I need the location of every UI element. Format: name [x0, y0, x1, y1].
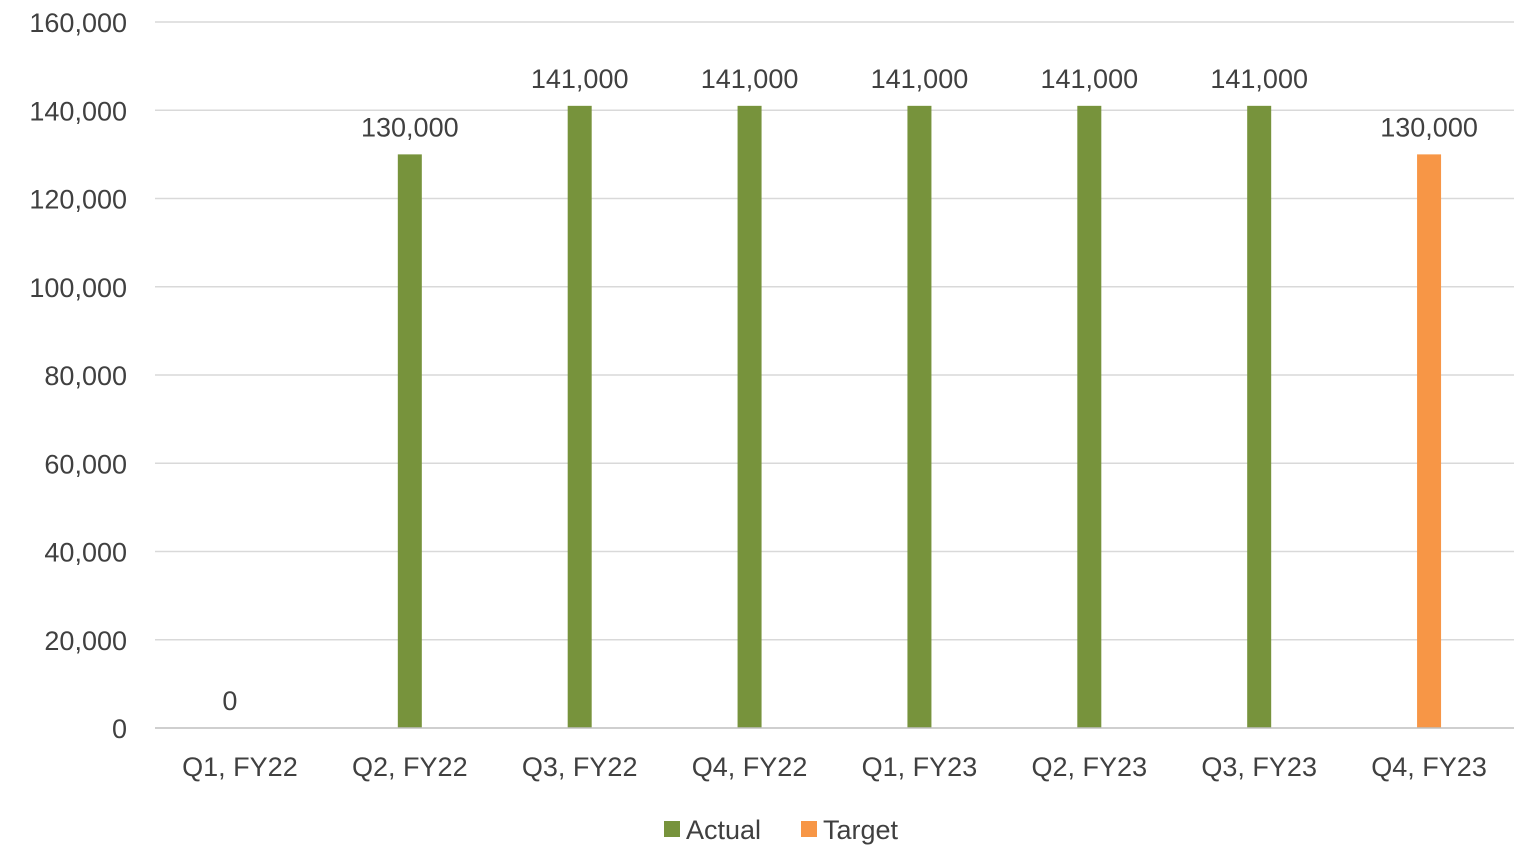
legend[interactable]: Actual Target [664, 815, 899, 845]
bar-actual[interactable] [738, 106, 762, 728]
y-tick-label: 100,000 [29, 273, 127, 303]
x-tick-label: Q1, FY22 [182, 752, 298, 782]
y-tick-label: 20,000 [44, 626, 127, 656]
bar-actual[interactable] [1247, 106, 1271, 728]
data-label: 141,000 [871, 64, 969, 94]
y-tick-label: 120,000 [29, 185, 127, 215]
data-label: 130,000 [1380, 112, 1478, 142]
y-tick-label: 140,000 [29, 96, 127, 126]
x-tick-label: Q3, FY23 [1201, 752, 1317, 782]
data-label: 130,000 [361, 112, 459, 142]
data-label: 141,000 [701, 64, 799, 94]
bar-actual[interactable] [398, 154, 422, 728]
x-tick-label: Q1, FY23 [862, 752, 978, 782]
legend-swatch [801, 821, 817, 837]
x-tick-label: Q4, FY22 [692, 752, 808, 782]
data-label: 141,000 [531, 64, 629, 94]
y-tick-label: 0 [112, 714, 127, 744]
y-tick-label: 40,000 [44, 538, 127, 568]
data-label: 141,000 [1041, 64, 1139, 94]
x-tick-label: Q4, FY23 [1371, 752, 1487, 782]
y-axis: 0 20,000 40,000 60,000 80,000 100,000 120,000 1… [29, 8, 127, 744]
bar-target[interactable] [1417, 154, 1441, 728]
bar-actual[interactable] [568, 106, 592, 728]
y-tick-label: 160,000 [29, 8, 127, 38]
bar-actual[interactable] [907, 106, 931, 728]
x-tick-label: Q2, FY22 [352, 752, 468, 782]
gridlines [155, 22, 1514, 640]
legend-item-target[interactable]: Target [801, 815, 899, 845]
y-tick-label: 60,000 [44, 449, 127, 479]
legend-label: Actual [686, 815, 761, 845]
data-label: 0 [222, 686, 237, 716]
bar-actual[interactable] [1077, 106, 1101, 728]
x-tick-label: Q3, FY22 [522, 752, 638, 782]
data-label: 141,000 [1210, 64, 1308, 94]
y-tick-label: 80,000 [44, 361, 127, 391]
x-tick-label: Q2, FY23 [1032, 752, 1148, 782]
legend-label: Target [823, 815, 899, 845]
legend-swatch [664, 821, 680, 837]
x-axis: Q1, FY22 Q2, FY22 Q3, FY22 Q4, FY22 Q1, FY23… [155, 728, 1514, 782]
legend-item-actual[interactable]: Actual [664, 815, 761, 845]
